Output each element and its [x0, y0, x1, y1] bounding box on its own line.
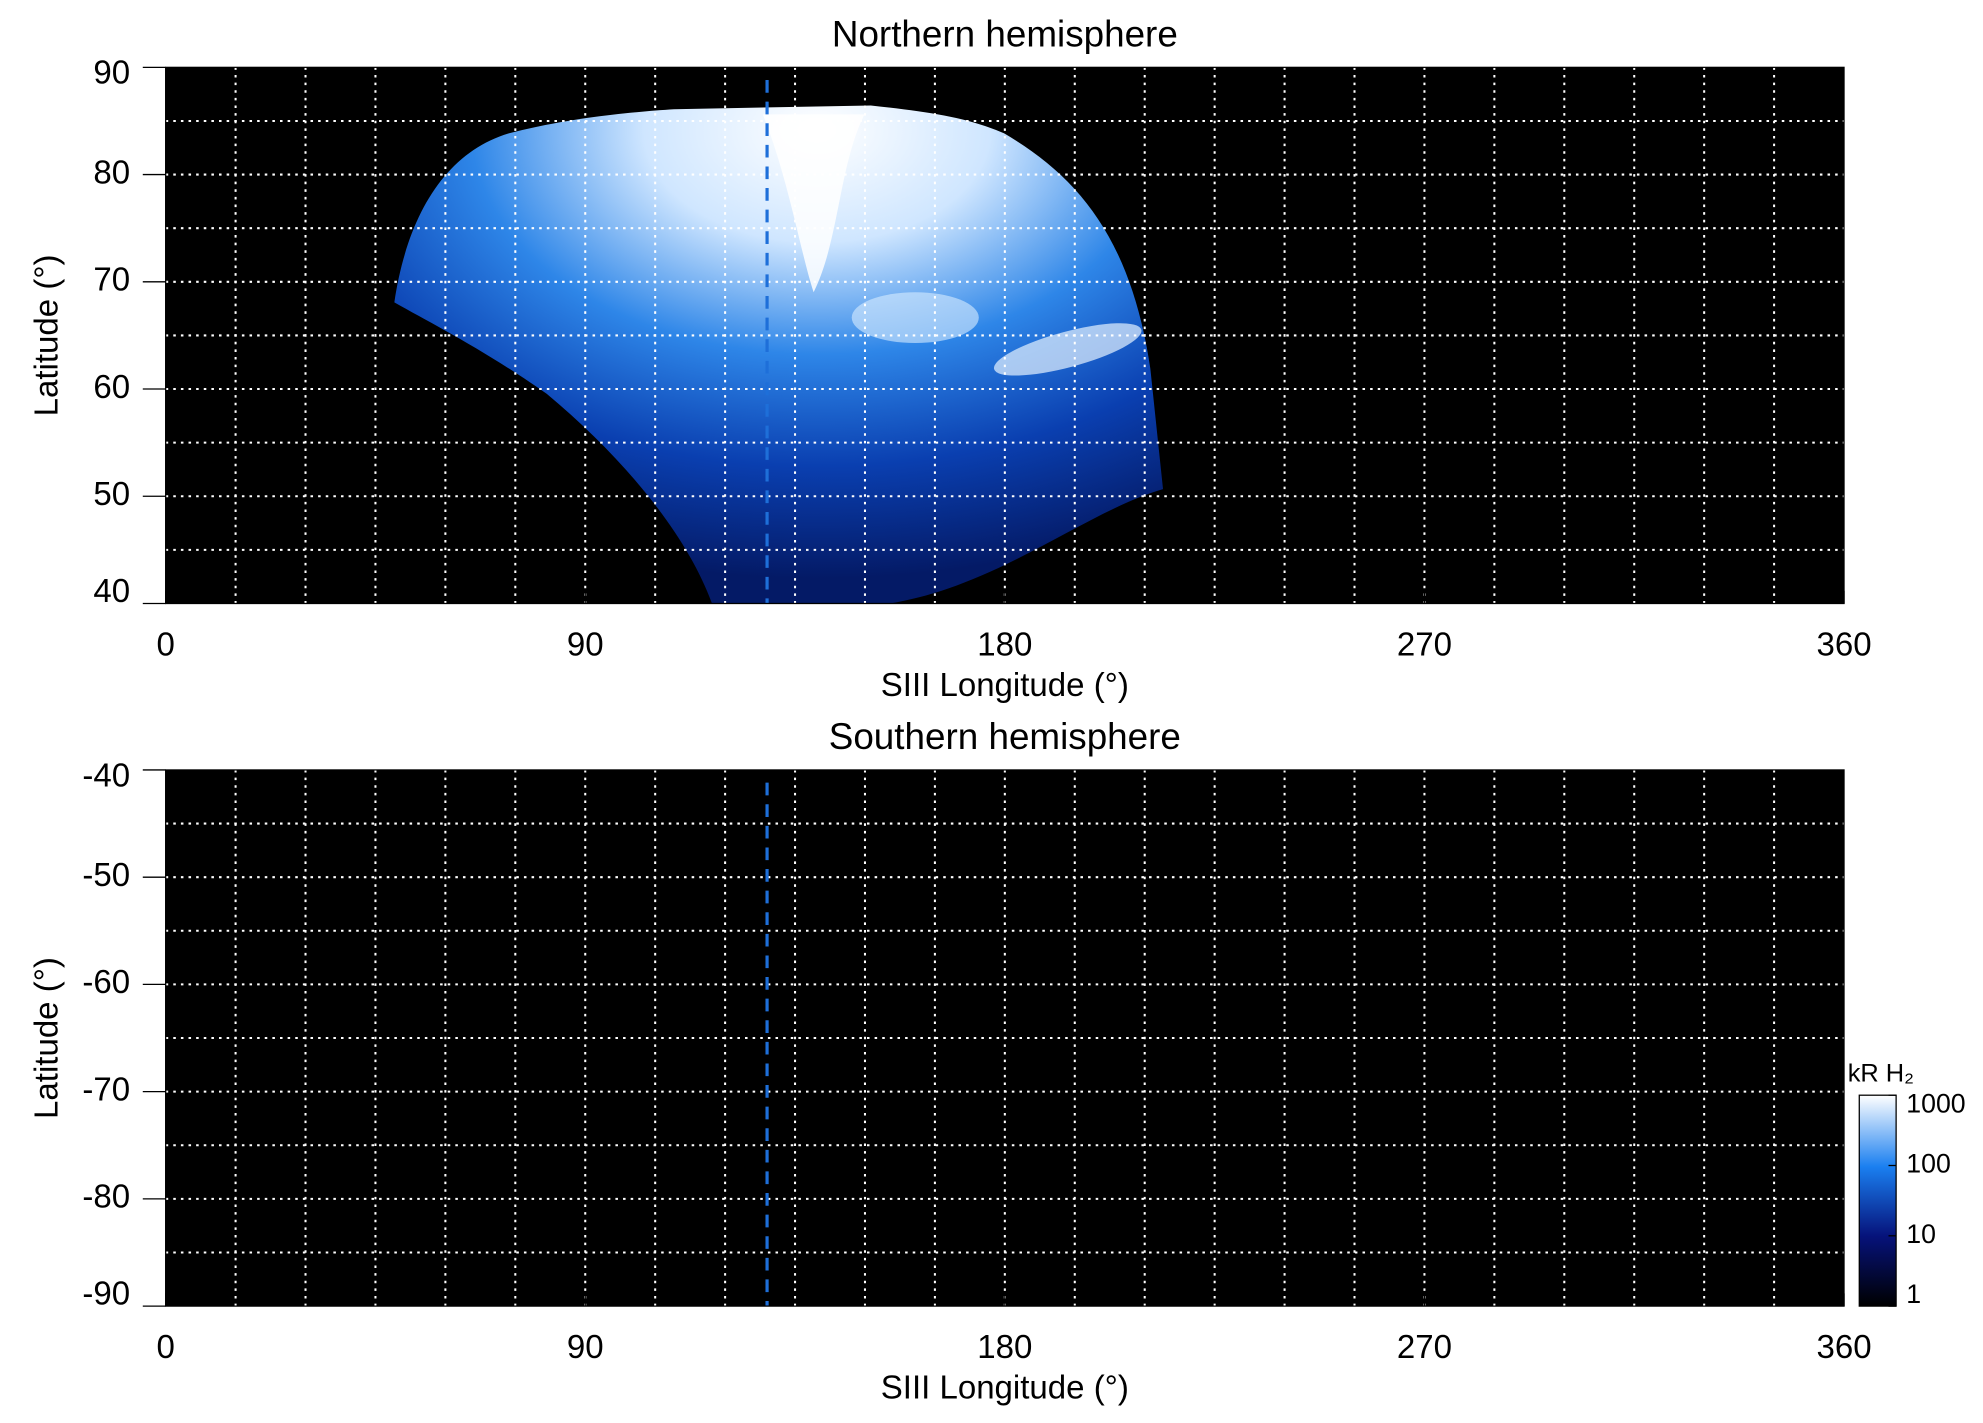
x-tick-label: 360	[1816, 625, 1871, 662]
x-axis-label: SIII Longitude (°)	[881, 666, 1129, 703]
x-tick-label: 0	[156, 1328, 174, 1365]
y-tick-label: 80	[93, 153, 130, 190]
y-tick-label: 50	[93, 475, 130, 512]
y-tick-label: 60	[93, 368, 130, 405]
colorbar-tick-label: 1000	[1906, 1088, 1965, 1118]
colorbar-tick-label: 10	[1906, 1219, 1936, 1249]
y-axis-label: Latitude (°)	[27, 254, 64, 416]
y-tick-label: 70	[93, 261, 130, 298]
y-tick-label: -60	[82, 963, 130, 1000]
y-tick-label: -50	[82, 856, 130, 893]
colorbar	[1858, 1094, 1897, 1307]
y-axis-label: Latitude (°)	[27, 957, 64, 1119]
y-tick-label: -90	[82, 1275, 130, 1312]
y-tick-label: 40	[93, 572, 130, 609]
x-tick-label: 360	[1816, 1328, 1871, 1365]
x-tick-label: 180	[977, 1328, 1032, 1365]
y-tick-label: -80	[82, 1178, 130, 1215]
colorbar-tick-label: 100	[1906, 1149, 1951, 1179]
y-tick-label: -40	[82, 756, 130, 793]
y-tick-label: 90	[93, 54, 130, 91]
aurora-region	[394, 105, 1164, 604]
colorbar-tick-label: 1	[1906, 1279, 1921, 1309]
x-tick-label: 180	[977, 625, 1032, 662]
x-tick-label: 270	[1397, 1328, 1452, 1365]
x-tick-label: 90	[567, 625, 604, 662]
aurora-bright-streak	[762, 114, 865, 293]
colorbar-label: kR H₂	[1848, 1060, 1914, 1088]
x-axis-label: SIII Longitude (°)	[881, 1369, 1129, 1406]
chart-title: Southern hemisphere	[829, 716, 1181, 757]
x-tick-label: 0	[156, 625, 174, 662]
x-tick-label: 270	[1397, 625, 1452, 662]
chart-title: Northern hemisphere	[832, 14, 1178, 55]
aurora-bright-patch	[851, 292, 979, 344]
x-tick-label: 90	[567, 1328, 604, 1365]
y-tick-label: -70	[82, 1070, 130, 1107]
